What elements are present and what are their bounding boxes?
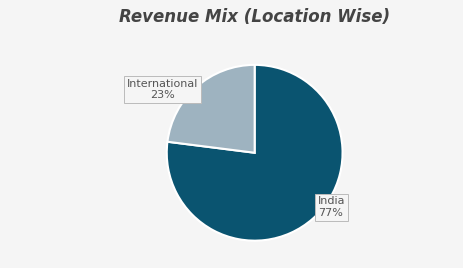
Text: Revenue Mix (Location Wise): Revenue Mix (Location Wise) — [119, 8, 390, 26]
Wedge shape — [168, 65, 255, 153]
Wedge shape — [167, 65, 343, 241]
Text: India
77%: India 77% — [318, 196, 345, 218]
Text: International
23%: International 23% — [127, 79, 198, 100]
